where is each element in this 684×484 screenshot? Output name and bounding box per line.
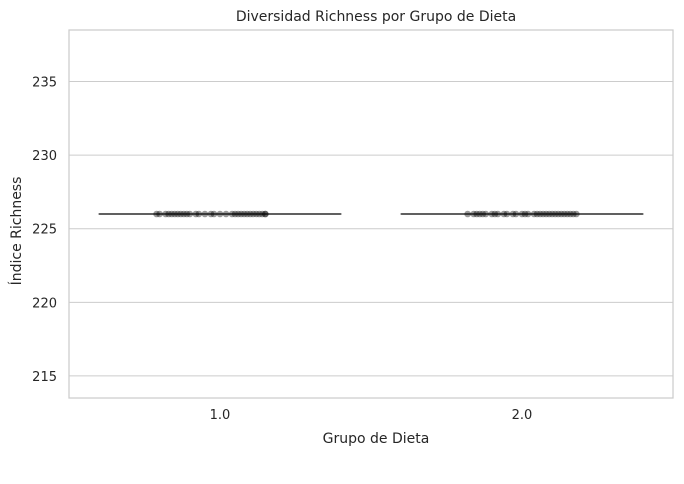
data-point [518, 210, 526, 218]
data-point [539, 210, 547, 218]
data-point [470, 210, 477, 218]
data-point [542, 210, 550, 218]
data-point [258, 210, 266, 218]
data-point [551, 210, 559, 218]
data-point [156, 210, 163, 218]
data-point [536, 210, 544, 218]
data-point [153, 210, 160, 218]
x-tick-label: 2.0 [512, 408, 533, 423]
data-point [262, 210, 269, 218]
data-point [503, 210, 511, 218]
data-point [570, 210, 577, 218]
data-point [567, 210, 574, 218]
data-point [509, 210, 517, 218]
data-point [216, 210, 224, 218]
data-point [171, 210, 178, 218]
data-point [473, 210, 481, 218]
data-point [222, 210, 230, 218]
y-tick-label: 215 [32, 370, 57, 385]
x-axis-label: Grupo de Dieta [323, 431, 430, 447]
data-point [180, 210, 188, 218]
y-axis-label: Índice Richness [8, 177, 25, 286]
x-tick-label: 1.0 [210, 408, 231, 423]
data-point [210, 210, 218, 218]
x-tick-labels: 1.0 2.0 [210, 408, 533, 423]
data-point [162, 210, 169, 218]
data-point [240, 210, 248, 218]
data-point [246, 210, 254, 218]
data-point [482, 210, 490, 218]
data-point [237, 210, 245, 218]
data-point [512, 210, 520, 218]
y-gridlines [69, 81, 673, 377]
data-point [500, 210, 508, 218]
data-point [174, 210, 182, 218]
data-point [177, 210, 185, 218]
data-point [560, 210, 568, 218]
data-point [255, 210, 263, 218]
data-point [168, 210, 175, 218]
data-point [243, 210, 251, 218]
y-tick-label: 225 [32, 223, 57, 238]
data-point [491, 210, 499, 218]
data-point [192, 210, 200, 218]
data-point [165, 210, 172, 218]
data-point [545, 210, 553, 218]
data-point [564, 210, 571, 218]
data-point [533, 210, 541, 218]
data-point [557, 210, 565, 218]
chart-title: Diversidad Richness por Grupo de Dieta [236, 9, 516, 25]
data-point [464, 210, 471, 218]
y-tick-label: 220 [32, 296, 57, 311]
y-tick-label: 235 [32, 76, 57, 91]
data-point [207, 210, 215, 218]
data-point [479, 210, 487, 218]
data-point [573, 210, 580, 218]
data-point [228, 210, 236, 218]
data-point [521, 210, 529, 218]
data-point [530, 210, 538, 218]
data-point [249, 210, 257, 218]
data-point [195, 210, 203, 218]
data-point [231, 210, 239, 218]
y-tick-label: 230 [32, 149, 57, 164]
data-point [554, 210, 562, 218]
y-tick-labels: 215 220 225 230 235 [32, 76, 57, 385]
data-point [548, 210, 556, 218]
data-point [524, 210, 532, 218]
data-point [262, 210, 269, 218]
data-point [186, 210, 194, 218]
data-point [476, 210, 484, 218]
data-point [183, 210, 191, 218]
data-point [234, 210, 242, 218]
data-point [488, 210, 496, 218]
data-point [494, 210, 502, 218]
data-point [201, 210, 209, 218]
data-point [252, 210, 260, 218]
plot-frame [68, 29, 674, 399]
strip-points [153, 210, 580, 218]
